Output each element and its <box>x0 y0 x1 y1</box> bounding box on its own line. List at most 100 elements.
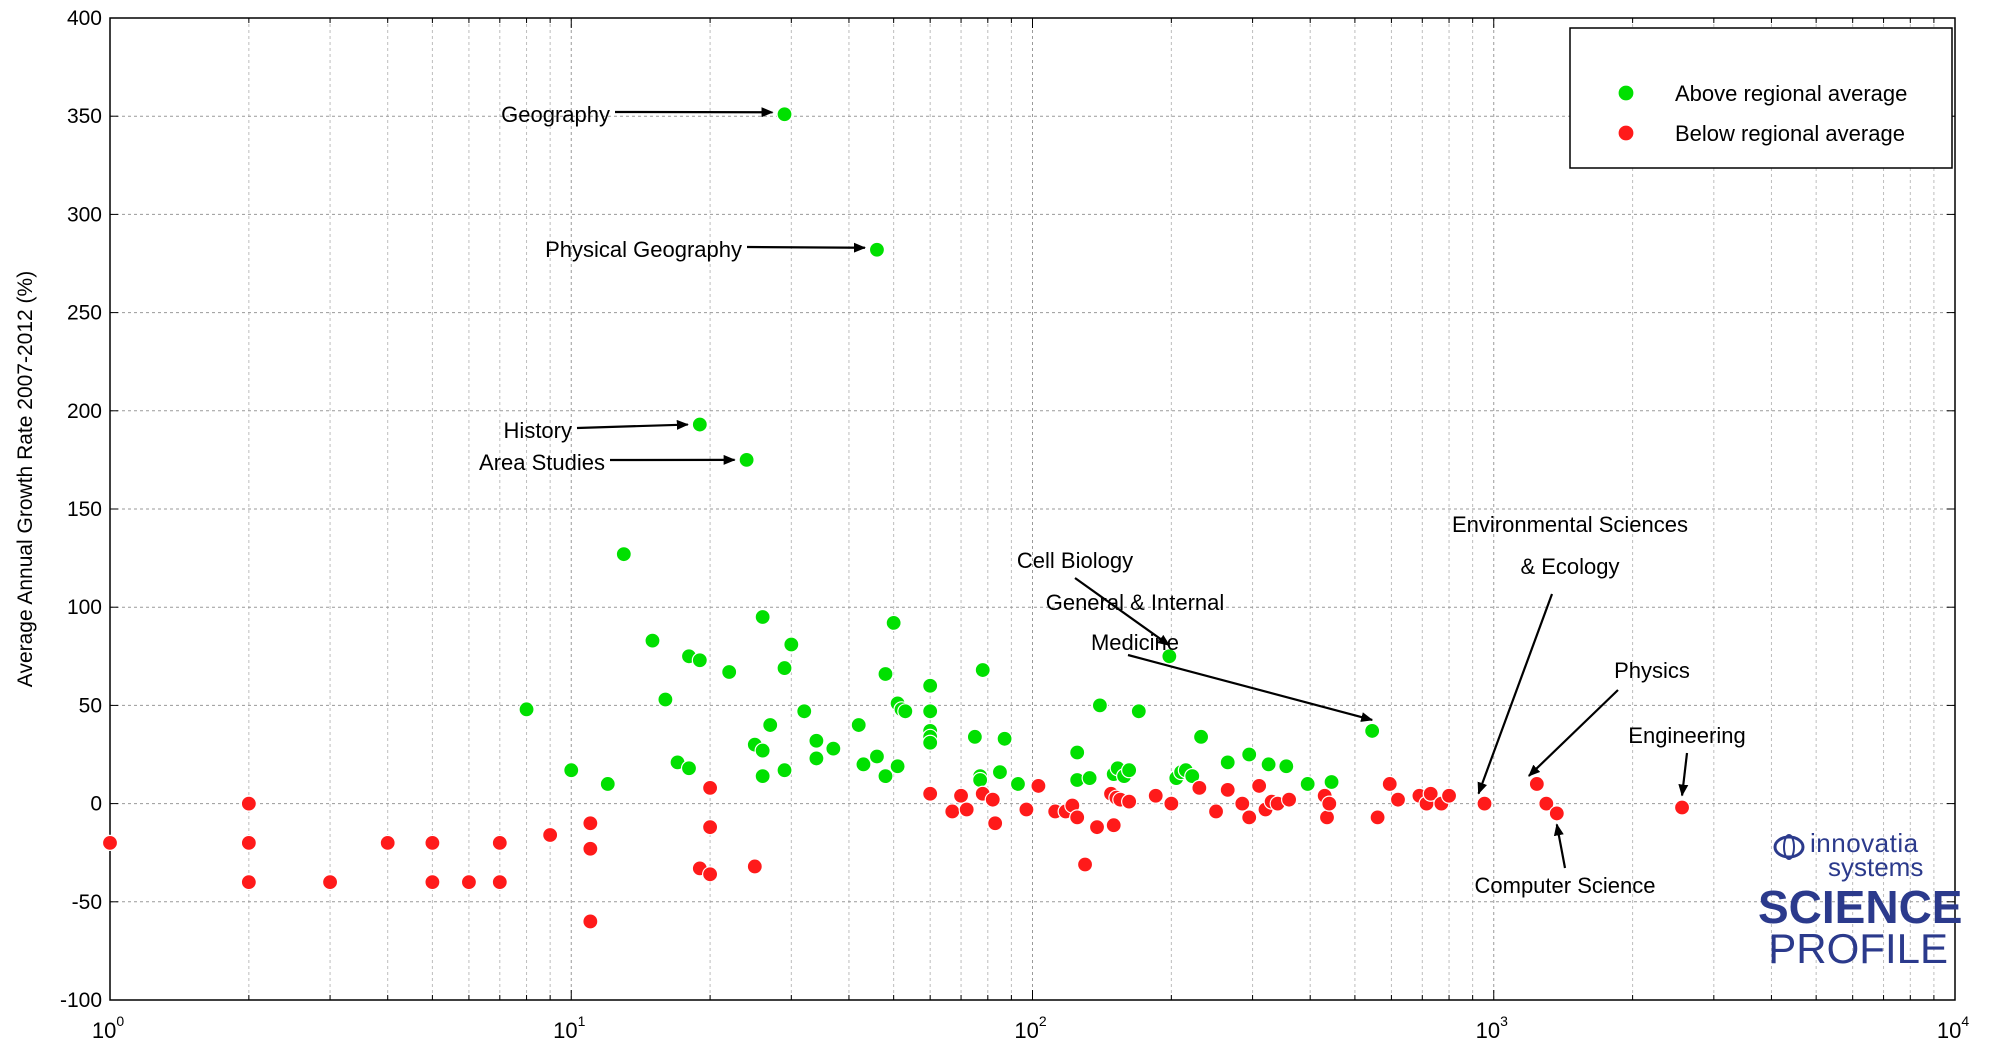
point-above <box>974 661 991 679</box>
annotation-label: Physics <box>1614 658 1690 683</box>
y-tick-label: 150 <box>67 498 102 521</box>
annotation-label: Area Studies <box>479 450 605 475</box>
point-below <box>1088 819 1106 836</box>
point-below <box>460 874 478 891</box>
y-tick-label: 0 <box>90 793 102 816</box>
logo-product-line2: PROFILE <box>1768 925 1948 972</box>
point-below <box>958 801 975 818</box>
x-tick-label: 103 <box>1476 1013 1508 1043</box>
point-below <box>702 819 719 836</box>
point-above <box>599 775 616 793</box>
point-above <box>897 703 914 720</box>
point-above <box>1323 773 1340 791</box>
point-above <box>1069 744 1086 761</box>
legend-marker <box>1617 84 1635 102</box>
point-above <box>615 546 632 563</box>
x-tick-label: 102 <box>1014 1013 1046 1043</box>
legend: Above regional average Below regional ave… <box>1569 27 1953 169</box>
point-above <box>922 734 939 751</box>
point-above <box>754 742 771 759</box>
point-below <box>542 826 559 844</box>
logo-company-name-2: systems <box>1828 852 1924 882</box>
point-above <box>657 691 674 708</box>
point-below <box>1389 791 1407 808</box>
annotation-label: Physical Geography <box>545 237 742 262</box>
point-above <box>1091 697 1109 714</box>
point-below <box>1369 809 1386 826</box>
point-below <box>746 858 763 875</box>
point-above <box>796 703 813 720</box>
point-below <box>1251 777 1268 795</box>
point-above <box>754 768 771 785</box>
point-below <box>424 834 441 851</box>
y-tick-label: 400 <box>67 7 102 30</box>
point-above <box>762 716 779 734</box>
point-above <box>1278 758 1295 775</box>
point-below <box>1207 803 1225 820</box>
annotation-label: & Ecology <box>1520 554 1619 579</box>
point-above <box>783 636 800 653</box>
point-below <box>1030 777 1047 795</box>
y-tick-label: 300 <box>67 203 102 226</box>
science-profile-logo: innovatia systems SCIENCE PROFILE <box>1758 830 1962 980</box>
point-above <box>808 750 825 767</box>
point-below <box>582 840 599 857</box>
annotation-label: Medicine <box>1091 630 1179 655</box>
point-above <box>972 771 989 789</box>
point-below <box>702 779 719 796</box>
point-below <box>702 866 719 883</box>
point-above <box>738 451 755 468</box>
x-tick-label: 100 <box>92 1013 124 1043</box>
logo-ring-icon <box>1773 834 1805 860</box>
annotation-label: General & Internal <box>1046 590 1225 615</box>
point-below <box>1069 809 1086 826</box>
point-above <box>1241 746 1258 763</box>
point-above <box>1219 754 1236 771</box>
y-tick-label: -50 <box>72 891 102 914</box>
point-below <box>1219 781 1236 798</box>
point-above <box>518 701 535 718</box>
point-below <box>1121 793 1138 810</box>
legend-label: Below regional average <box>1675 121 1905 146</box>
annotations: Geography Physical Geography History Area S… <box>479 102 1746 898</box>
annotation-arrow <box>1553 823 1567 869</box>
point-above <box>877 768 894 785</box>
x-tick-label: 101 <box>553 1013 585 1043</box>
series-below <box>101 775 1691 930</box>
point-below <box>240 795 257 812</box>
point-below <box>1280 791 1298 808</box>
annotation-arrow <box>1127 653 1374 722</box>
point-above <box>1364 722 1381 740</box>
point-above <box>868 748 886 765</box>
point-above <box>1260 756 1277 773</box>
point-above <box>691 652 708 669</box>
point-below <box>240 834 257 851</box>
point-below <box>1163 795 1180 812</box>
x-axis: 100 101 102 103 104 <box>92 18 1969 1043</box>
point-above <box>889 758 906 775</box>
point-below <box>1528 775 1545 793</box>
legend-box <box>1569 27 1953 169</box>
annotation-arrow <box>1528 689 1619 777</box>
annotation-label: Environmental Sciences <box>1452 512 1688 537</box>
point-below <box>491 834 508 851</box>
y-tick-label: 200 <box>67 400 102 423</box>
point-above <box>850 716 867 734</box>
point-above <box>776 106 793 123</box>
annotation-arrow <box>1477 593 1554 795</box>
point-above <box>991 764 1009 781</box>
point-below <box>922 785 939 802</box>
point-below <box>1440 787 1458 804</box>
annotation-label: Cell Biology <box>1017 548 1133 573</box>
y-tick-label: -100 <box>60 989 102 1012</box>
point-below <box>1381 775 1398 793</box>
point-below <box>944 803 961 820</box>
y-tick-label: 100 <box>67 596 102 619</box>
point-above <box>808 732 825 749</box>
y-axis-label: Average Annual Growth Rate 2007-2012 (%) <box>14 271 37 687</box>
point-below <box>379 834 396 851</box>
point-above <box>868 241 886 258</box>
point-below <box>101 834 119 851</box>
